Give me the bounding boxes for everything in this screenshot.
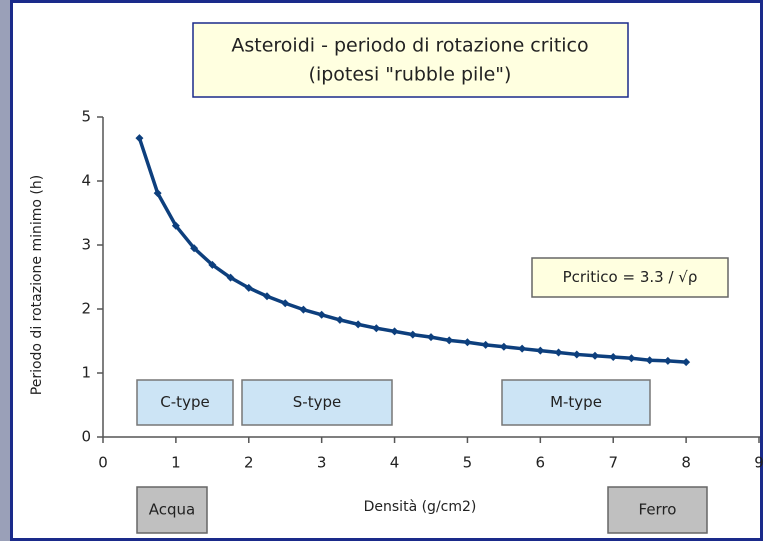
y-tick-label: 0 xyxy=(81,428,91,446)
annotation: C-type xyxy=(160,393,209,411)
y-tick-label: 5 xyxy=(81,108,91,126)
marker xyxy=(499,342,508,351)
annotation: M-type xyxy=(550,393,602,411)
title-box xyxy=(192,22,629,98)
y-tick-label: 2 xyxy=(81,300,91,318)
annotation-box xyxy=(241,379,393,426)
marker xyxy=(263,292,271,301)
annotation: Ferro xyxy=(639,501,677,519)
marker xyxy=(354,320,363,329)
marker xyxy=(682,358,691,367)
marker xyxy=(317,310,326,319)
annotation: Acqua xyxy=(149,501,195,519)
y-tick-label: 1 xyxy=(81,364,91,382)
marker xyxy=(390,327,399,336)
marker xyxy=(190,244,199,253)
x-tick-label: 6 xyxy=(536,454,546,472)
annotation-box xyxy=(607,486,708,534)
marker xyxy=(627,354,636,363)
y-axis-label: Periodo di rotazione minimo (h) xyxy=(29,175,45,395)
marker xyxy=(518,344,527,353)
x-tick-label: 2 xyxy=(244,454,254,472)
x-axis-label: Densità (g/cm2) xyxy=(364,499,477,515)
marker xyxy=(427,333,435,342)
annotation: Pcritico = 3.3 / √ρ xyxy=(563,268,698,286)
marker xyxy=(208,260,217,269)
marker xyxy=(244,283,253,292)
chart-title: Asteroidi - periodo di rotazione critico xyxy=(231,35,588,57)
marker xyxy=(536,346,545,355)
marker xyxy=(554,348,563,357)
marker xyxy=(445,336,454,345)
marker xyxy=(372,324,381,333)
marker xyxy=(281,299,290,308)
x-tick-label: 1 xyxy=(171,454,181,472)
marker xyxy=(299,305,308,314)
marker xyxy=(591,351,599,360)
x-tick-label: 5 xyxy=(463,454,473,472)
annotation-box xyxy=(501,379,651,426)
annotation-box xyxy=(136,486,208,534)
annotation-box xyxy=(136,379,234,426)
marker xyxy=(171,221,180,230)
marker xyxy=(481,340,490,349)
x-tick-label: 0 xyxy=(98,454,108,472)
marker xyxy=(663,356,672,365)
chart-subtitle: (ipotesi "rubble pile") xyxy=(309,64,512,86)
marker xyxy=(135,134,144,143)
marker xyxy=(226,273,235,282)
marker xyxy=(609,353,618,361)
side-strip xyxy=(0,0,10,541)
x-tick-label: 4 xyxy=(390,454,400,472)
marker xyxy=(645,356,654,365)
x-tick-label: 9 xyxy=(754,454,763,472)
marker xyxy=(463,338,472,347)
y-tick-label: 3 xyxy=(81,236,91,254)
annotation: S-type xyxy=(293,393,341,411)
annotation-box xyxy=(531,257,729,298)
marker xyxy=(572,350,581,359)
marker xyxy=(153,189,162,198)
marker xyxy=(408,330,417,339)
y-tick-label: 4 xyxy=(81,172,91,190)
x-tick-label: 3 xyxy=(317,454,327,472)
marker xyxy=(335,315,344,324)
x-tick-label: 8 xyxy=(681,454,691,472)
x-tick-label: 7 xyxy=(608,454,618,472)
